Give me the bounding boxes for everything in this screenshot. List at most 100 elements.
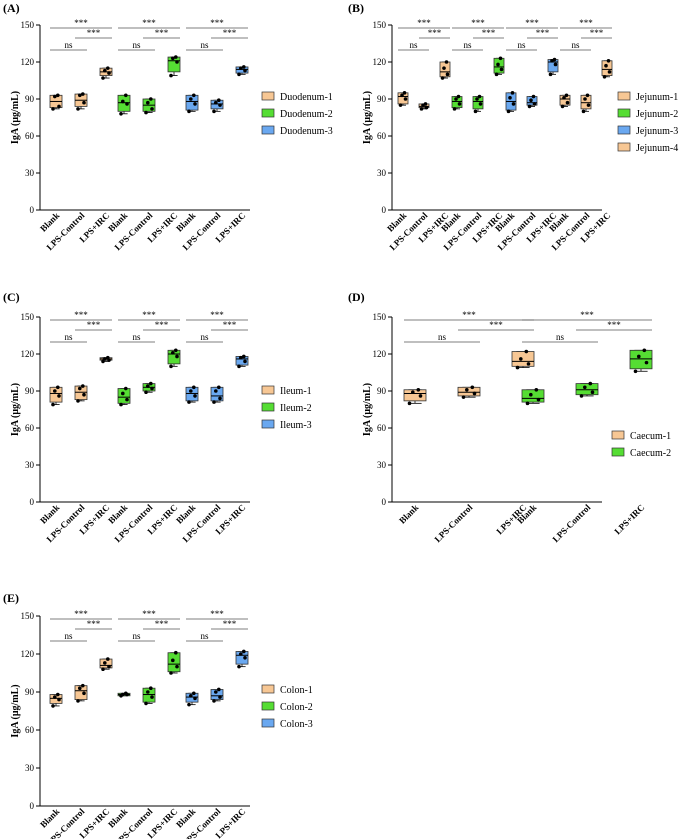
data-point — [193, 696, 197, 701]
data-point — [171, 350, 175, 355]
data-point — [527, 104, 532, 109]
data-point — [411, 390, 415, 395]
data-point — [457, 102, 462, 106]
data-point — [239, 66, 243, 70]
legend-swatch — [617, 108, 631, 118]
legend-label: Duodenum-3 — [280, 126, 333, 137]
data-point — [214, 100, 218, 105]
data-point — [193, 394, 197, 398]
data-point — [51, 402, 55, 407]
data-point — [78, 93, 82, 98]
data-point — [103, 68, 107, 73]
legend-swatch — [261, 125, 275, 135]
data-point — [78, 386, 82, 391]
significance-label: ns — [132, 631, 141, 641]
data-point — [498, 56, 503, 61]
data-point — [212, 400, 216, 404]
data-point — [149, 686, 153, 690]
legend-label: Colon-3 — [280, 719, 313, 730]
data-point — [552, 57, 557, 62]
data-point — [243, 656, 247, 660]
data-point — [470, 385, 475, 390]
data-point — [81, 683, 85, 688]
data-point — [243, 68, 247, 73]
legend-swatch — [611, 430, 625, 440]
data-point — [121, 99, 125, 104]
data-point — [101, 359, 105, 364]
data-point — [169, 671, 173, 675]
significance-label: *** — [223, 320, 237, 330]
panel-label: (B) — [348, 1, 364, 15]
x-category-label: Blank — [106, 806, 129, 829]
data-point — [524, 349, 529, 354]
x-category-label: Blank — [106, 502, 129, 525]
x-category-label: Blank — [38, 502, 61, 525]
box — [185, 94, 199, 111]
data-point — [581, 109, 586, 114]
data-point — [536, 397, 541, 402]
data-point — [214, 690, 218, 694]
data-point — [534, 387, 539, 392]
y-tick-label: 0 — [382, 205, 387, 215]
data-point — [121, 391, 125, 396]
significance-label: *** — [223, 619, 237, 629]
data-point — [146, 384, 150, 388]
data-point — [81, 92, 85, 96]
data-point — [445, 72, 450, 77]
y-tick-label: 30 — [377, 168, 387, 178]
data-point — [106, 66, 110, 70]
data-point — [174, 55, 178, 59]
data-point — [423, 102, 428, 106]
box — [580, 94, 592, 110]
legend-label: Colon-2 — [280, 702, 313, 713]
data-point — [519, 357, 523, 361]
significance-label: *** — [155, 28, 169, 38]
data-point — [57, 697, 61, 702]
y-tick-label: 30 — [25, 168, 35, 178]
x-category-label: LPS-Control — [550, 502, 592, 544]
data-point — [418, 394, 423, 398]
data-point — [579, 394, 584, 398]
data-point — [548, 72, 553, 77]
panel-label: (E) — [3, 591, 19, 605]
significance-label: ns — [132, 40, 141, 50]
data-point — [192, 93, 196, 98]
data-point — [106, 355, 110, 360]
data-point — [633, 369, 638, 374]
data-point — [525, 401, 530, 406]
data-point — [56, 93, 60, 98]
y-tick-label: 120 — [21, 649, 35, 659]
data-point — [150, 386, 154, 391]
significance-label: ns — [64, 332, 73, 342]
box — [74, 685, 88, 701]
data-point — [637, 354, 641, 359]
data-point — [242, 65, 246, 69]
data-point — [76, 107, 80, 111]
data-point — [398, 103, 403, 107]
x-category-label: Blank — [397, 502, 420, 525]
data-point — [189, 97, 193, 101]
x-category-label: Blank — [174, 210, 197, 233]
data-point — [237, 664, 241, 669]
legend-label: Jejunum-2 — [636, 109, 678, 120]
data-point — [444, 60, 449, 64]
data-point — [583, 97, 587, 101]
y-tick-label: 60 — [377, 423, 387, 433]
significance-label: ns — [463, 40, 472, 50]
data-point — [56, 692, 60, 697]
box — [575, 383, 599, 396]
legend-label: Ileum-2 — [280, 403, 312, 414]
significance-label: *** — [536, 28, 550, 38]
data-point — [76, 699, 80, 703]
data-point — [218, 103, 222, 107]
data-point — [440, 76, 445, 80]
significance-label: ns — [556, 332, 565, 342]
significance-label: ns — [409, 40, 418, 50]
significance-label: *** — [223, 28, 237, 38]
